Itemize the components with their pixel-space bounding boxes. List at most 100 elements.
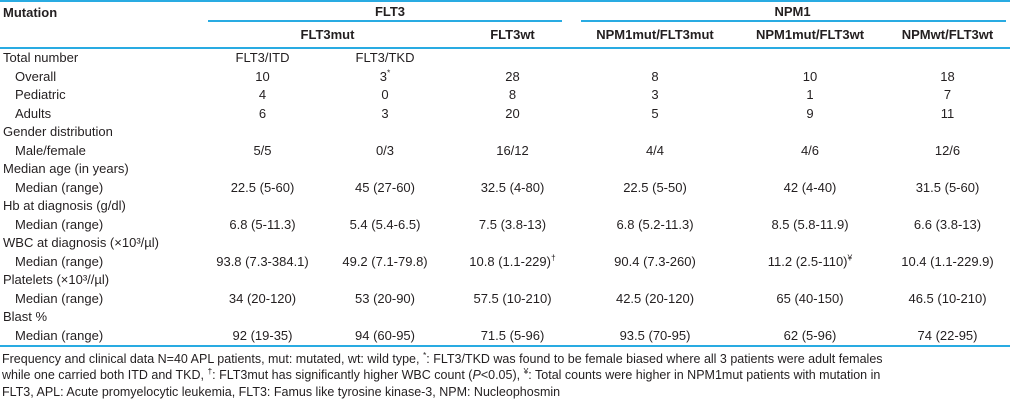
table-cell: 74 (22-95) xyxy=(917,327,978,343)
table-cell: 10 xyxy=(802,68,818,84)
table-cell xyxy=(450,271,575,290)
table-row: Median (range) 34 (20-120) 53 (20-90) 57.5… xyxy=(0,290,1010,309)
table-cell: 10.8 (1.1-229)† xyxy=(469,252,556,269)
table-cell: 45 (27-60) xyxy=(355,179,415,195)
table-cell: 57.5 (10-210) xyxy=(473,290,552,306)
table-header-group-row: Mutation FLT3 NPM1 xyxy=(0,2,1010,22)
table-body: Total number FLT3/ITD FLT3/TKD Overall 10… xyxy=(0,49,1010,345)
table-cell xyxy=(320,234,450,253)
row-label: Total number xyxy=(3,50,79,65)
table-row: Median (range) 92 (19-35) 94 (60-95) 71.5 … xyxy=(0,327,1010,346)
cell-footnote-marker: * xyxy=(386,67,391,78)
column-group-flt3: FLT3 xyxy=(205,2,575,22)
table-cell xyxy=(320,197,450,216)
table-row: Median (range) 93.8 (7.3-384.1) 49.2 (7.1… xyxy=(0,253,1010,272)
table-cell: FLT3/ITD xyxy=(235,50,290,65)
row-label: Median (range) xyxy=(15,179,104,195)
table-cell: FLT3/TKD xyxy=(355,50,415,65)
table-row: Adults 6 3 20 5 9 11 xyxy=(0,105,1010,124)
table-cell xyxy=(735,123,885,142)
table-cell xyxy=(885,234,1010,253)
table-cell xyxy=(735,234,885,253)
table-cell: 8 xyxy=(651,68,659,84)
table-cell: 10.4 (1.1-229.9) xyxy=(901,253,994,269)
column-header-npm1mut-flt3wt: NPM1mut/FLT3wt xyxy=(755,27,865,42)
table-cell: 28 xyxy=(505,68,520,84)
table-cell xyxy=(205,197,320,216)
table-top-rule xyxy=(0,0,1010,2)
table-cell: 0/3 xyxy=(375,142,395,158)
row-label: WBC at diagnosis (×10³/µl) xyxy=(3,235,159,250)
table-cell: 42.5 (20-120) xyxy=(615,290,695,306)
table-cell: 6 xyxy=(258,105,267,121)
table-cell xyxy=(575,271,735,290)
table-row: Pediatric 4 0 8 3 1 7 xyxy=(0,86,1010,105)
table-cell xyxy=(205,308,320,327)
column-group-flt3-label: FLT3 xyxy=(374,4,406,19)
table-cell xyxy=(320,123,450,142)
table-cell: 90.4 (7.3-260) xyxy=(614,253,696,269)
column-header-flt3wt: FLT3wt xyxy=(490,27,535,42)
footnote-line: FLT3, APL: Acute promyelocytic leukemia,… xyxy=(2,384,561,399)
table-cell: 31.5 (5-60) xyxy=(915,179,980,195)
footnote: Frequency and clinical data N=40 APL pat… xyxy=(0,347,1010,400)
table-cell: 4 xyxy=(258,87,267,102)
table-cell: 46.5 (10-210) xyxy=(908,290,987,306)
table-cell: 12/6 xyxy=(934,142,961,158)
table-cell: 3* xyxy=(379,67,391,84)
column-group-npm1: NPM1 xyxy=(575,2,1010,22)
table-cell xyxy=(450,123,575,142)
table-cell: 10 xyxy=(255,68,270,84)
table-cell: 92 (19-35) xyxy=(232,327,293,343)
table-cell: 8 xyxy=(508,87,517,102)
table-cell xyxy=(205,234,320,253)
row-label: Median (range) xyxy=(15,216,104,232)
row-label: Hb at diagnosis (g/dl) xyxy=(3,198,126,213)
table-cell xyxy=(735,197,885,216)
table-cell: 93.8 (7.3-384.1) xyxy=(216,253,309,269)
table-cell xyxy=(575,123,735,142)
table-cell xyxy=(450,234,575,253)
table-row: WBC at diagnosis (×10³/µl) xyxy=(0,234,1010,253)
table-cell: 34 (20-120) xyxy=(228,290,297,306)
table-cell xyxy=(320,160,450,179)
table-cell xyxy=(205,123,320,142)
table-cell xyxy=(205,160,320,179)
table-cell: 1 xyxy=(806,87,814,102)
table-row: Blast % xyxy=(0,308,1010,327)
table-header-sub-row: FLT3mut FLT3wt NPM1mut/FLT3mut NPM1mut/F… xyxy=(0,22,1010,49)
table-cell: 0 xyxy=(381,87,389,102)
row-label: Median (range) xyxy=(15,290,104,306)
table-cell xyxy=(885,160,1010,179)
column-header-flt3mut: FLT3mut xyxy=(300,27,355,42)
table-cell: 4/6 xyxy=(800,142,820,158)
footnote-line: while one carried both ITD and TKD, †: F… xyxy=(2,366,881,383)
table-cell: 22.5 (5-50) xyxy=(623,179,687,195)
table-cell: 62 (5-96) xyxy=(783,327,837,343)
table-cell: 42 (4-40) xyxy=(783,179,837,195)
table-cell xyxy=(885,197,1010,216)
row-label: Blast % xyxy=(3,309,48,324)
row-label: Pediatric xyxy=(15,87,66,102)
table-cell: 94 (60-95) xyxy=(355,327,415,343)
table-cell xyxy=(450,197,575,216)
column-group-npm1-label: NPM1 xyxy=(774,4,811,19)
table-cell xyxy=(885,308,1010,327)
table-cell: 53 (20-90) xyxy=(355,290,415,306)
table-cell xyxy=(450,160,575,179)
row-label: Median (range) xyxy=(15,253,104,269)
table-cell xyxy=(885,123,1010,142)
table-cell xyxy=(575,197,735,216)
table-cell: 7.5 (3.8-13) xyxy=(478,216,547,232)
table-cell xyxy=(885,49,1010,68)
table-cell: 5/5 xyxy=(253,142,272,158)
table-cell: 5.4 (5.4-6.5) xyxy=(349,216,421,232)
table-row: Median (range) 22.5 (5-60) 45 (27-60) 32.5… xyxy=(0,179,1010,198)
table-cell: 5 xyxy=(651,105,659,121)
table-cell: 3 xyxy=(651,87,659,102)
table-cell: 11 xyxy=(940,105,955,121)
table-row: Median age (in years) xyxy=(0,160,1010,179)
table-bottom-rule xyxy=(0,345,1010,347)
table-cell: 49.2 (7.1-79.8) xyxy=(342,253,428,269)
